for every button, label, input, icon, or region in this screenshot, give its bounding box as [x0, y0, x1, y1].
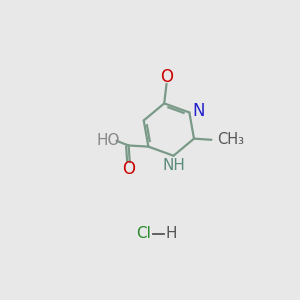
Text: HO: HO [97, 133, 120, 148]
Text: O: O [122, 160, 135, 178]
Text: Cl: Cl [136, 226, 151, 241]
Text: H: H [165, 226, 177, 241]
Text: CH₃: CH₃ [217, 132, 244, 147]
Text: NH: NH [162, 158, 185, 173]
Text: N: N [192, 102, 204, 120]
Text: O: O [160, 68, 173, 86]
